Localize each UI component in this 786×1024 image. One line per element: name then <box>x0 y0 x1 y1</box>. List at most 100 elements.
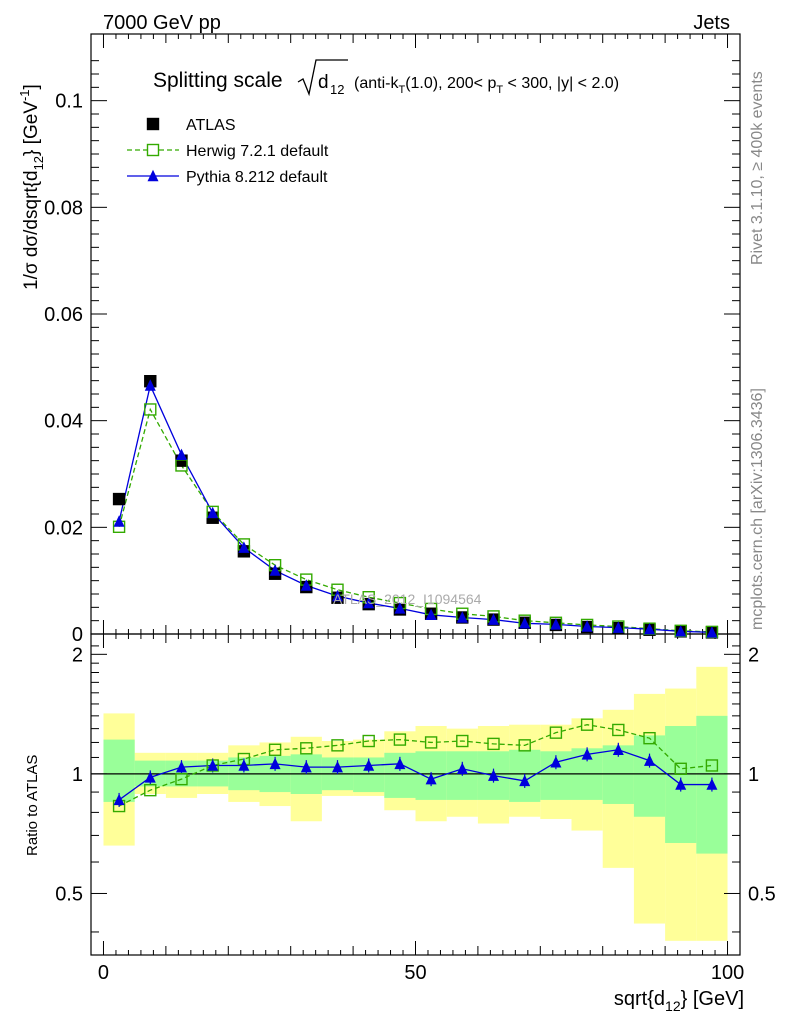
ratio-plot-frame: 0 50 100 0.5 0.5 1 1 2 2 <box>55 633 776 984</box>
uncertainty-band-inner <box>103 739 135 802</box>
herwig-ratio-point <box>580 718 594 731</box>
herwig-ratio-point <box>487 737 500 751</box>
y-tick-label-right: 0.5 <box>748 883 776 905</box>
pythia-ratio-point <box>425 772 437 785</box>
pythia-point <box>207 506 219 519</box>
pythia-point <box>488 613 500 625</box>
header-right: Jets <box>693 12 730 34</box>
pythia-point <box>425 608 437 621</box>
pythia-point <box>300 579 312 591</box>
pythia-ratio-point <box>207 759 219 771</box>
herwig-ratio-point <box>331 739 344 752</box>
herwig-ratio-point <box>643 731 656 745</box>
ratio-bands <box>103 666 728 941</box>
x-tick-label: 0 <box>98 962 109 984</box>
y-tick-label: 0.1 <box>55 91 83 113</box>
herwig-ratio-point <box>268 743 282 756</box>
mcplots-label: mcplots.cern.ch [arXiv:1306.3436] <box>749 388 766 630</box>
pythia-point <box>144 379 156 391</box>
pythia-point <box>456 611 468 623</box>
y-tick-label: 2 <box>72 644 83 666</box>
xlabel: sqrt{d12} [GeV] <box>614 988 744 1014</box>
main-series <box>112 375 719 639</box>
y-tick-label: 1 <box>72 764 83 786</box>
y-tick-label: 0.06 <box>44 304 83 326</box>
main-ylabel: 1/σ dσ/dsqrt{d12} [GeV-1] <box>17 84 46 290</box>
y-tick-label-right: 2 <box>748 644 759 666</box>
herwig-ratio-point <box>300 742 313 755</box>
pythia-ratio-point <box>238 759 250 771</box>
herwig-ratio-point <box>612 723 625 737</box>
pythia-ratio-point <box>363 759 375 771</box>
pythia-ratio-point <box>612 743 624 756</box>
y-tick-label: 0.02 <box>44 517 83 539</box>
legend: ATLAS Herwig 7.2.1 default Pythia 8.212 de… <box>127 117 329 186</box>
pythia-point <box>269 564 281 576</box>
x-tick-label: 50 <box>404 962 426 984</box>
legend-label: Herwig 7.2.1 default <box>186 143 329 160</box>
pythia-ratio-point <box>175 760 187 773</box>
herwig-point <box>144 403 157 416</box>
svg-text:12: 12 <box>330 82 344 97</box>
uncertainty-band-inner <box>633 735 666 817</box>
pythia-point <box>394 602 406 614</box>
pythia-ratio-point <box>644 754 656 766</box>
y-tick-label: 0.04 <box>44 411 83 433</box>
pythia-ratio-point <box>394 757 406 770</box>
y-tick-label: 0.08 <box>44 197 83 219</box>
herwig-ratio-point <box>549 726 563 739</box>
herwig-ratio-point <box>705 759 719 772</box>
ratio-ylabel: Ratio to ATLAS <box>24 755 41 856</box>
pythia-ratio-point <box>488 769 500 781</box>
pythia-point <box>644 622 656 635</box>
herwig-ratio-point <box>518 739 531 752</box>
pythia-point <box>550 618 562 630</box>
pythia-ratio-point <box>675 778 687 790</box>
pythia-ratio-point <box>300 760 312 773</box>
pythia-point <box>519 617 531 629</box>
pythia-ratio-point <box>706 778 718 790</box>
svg-text:d: d <box>318 72 329 93</box>
pythia-point <box>706 626 718 638</box>
pythia-ratio-point <box>331 760 343 773</box>
legend-atlas-marker <box>146 117 160 131</box>
legend-label: Pythia 8.212 default <box>186 169 328 186</box>
pythia-point <box>331 589 343 602</box>
pythia-point <box>581 620 593 632</box>
pythia-ratio-point <box>581 748 593 760</box>
pythia-ratio-point <box>269 757 281 770</box>
herwig-ratio-point <box>424 736 438 749</box>
chart-title-main: Splitting scale <box>153 69 283 92</box>
herwig-ratio-point <box>456 734 469 748</box>
pythia-point <box>113 515 125 527</box>
pythia-ratio-point <box>113 793 125 806</box>
analysis-watermark: ATLAS_2012_I1094564 <box>333 591 482 607</box>
y-tick-label-right: 1 <box>748 764 759 786</box>
pythia-point <box>612 621 624 633</box>
legend-herwig-marker <box>146 143 160 157</box>
sqrt-symbol: d 12 <box>297 59 348 97</box>
ratio-series <box>112 718 719 813</box>
pythia-ratio-point <box>519 774 531 787</box>
pythia-point <box>675 625 687 637</box>
pythia-point <box>175 448 187 461</box>
main-plot-frame: 0 0.02 0.04 0.06 0.08 0.1 <box>44 33 741 646</box>
atlas-point <box>112 492 126 506</box>
rivet-label: Rivet 3.1.10, ≥ 400k events <box>749 71 766 265</box>
herwig-ratio-point <box>674 762 687 775</box>
y-tick-label: 0.5 <box>55 883 83 905</box>
pythia-ratio-point <box>550 755 562 768</box>
chart-title-sub: (anti-kT(1.0), 200< pT < 300, |y| < 2.0) <box>354 75 619 96</box>
header-left: 7000 GeV pp <box>103 12 221 34</box>
pythia-ratio-point <box>456 762 468 775</box>
pythia-point <box>363 596 375 609</box>
pythia-ratio-point <box>144 771 156 783</box>
x-tick-label: 100 <box>711 962 744 984</box>
herwig-ratio-point <box>393 733 407 746</box>
legend-label: ATLAS <box>186 117 236 134</box>
pythia-point <box>238 541 250 553</box>
legend-pythia-marker <box>147 169 159 182</box>
herwig-ratio-point <box>362 734 375 748</box>
herwig-ratio-point <box>144 783 157 797</box>
